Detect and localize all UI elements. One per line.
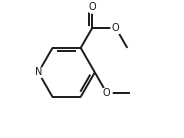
Text: O: O xyxy=(103,87,110,98)
Text: N: N xyxy=(35,67,42,77)
Text: O: O xyxy=(89,2,96,12)
Text: O: O xyxy=(112,23,119,33)
